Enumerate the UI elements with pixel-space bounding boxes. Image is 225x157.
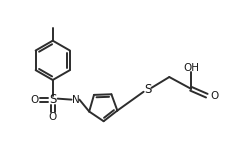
Text: O: O <box>49 112 57 122</box>
Text: S: S <box>49 93 56 106</box>
Text: N: N <box>72 95 79 105</box>
Text: O: O <box>211 91 219 101</box>
Text: S: S <box>144 83 151 96</box>
Text: OH: OH <box>183 63 199 73</box>
Text: O: O <box>31 95 39 105</box>
